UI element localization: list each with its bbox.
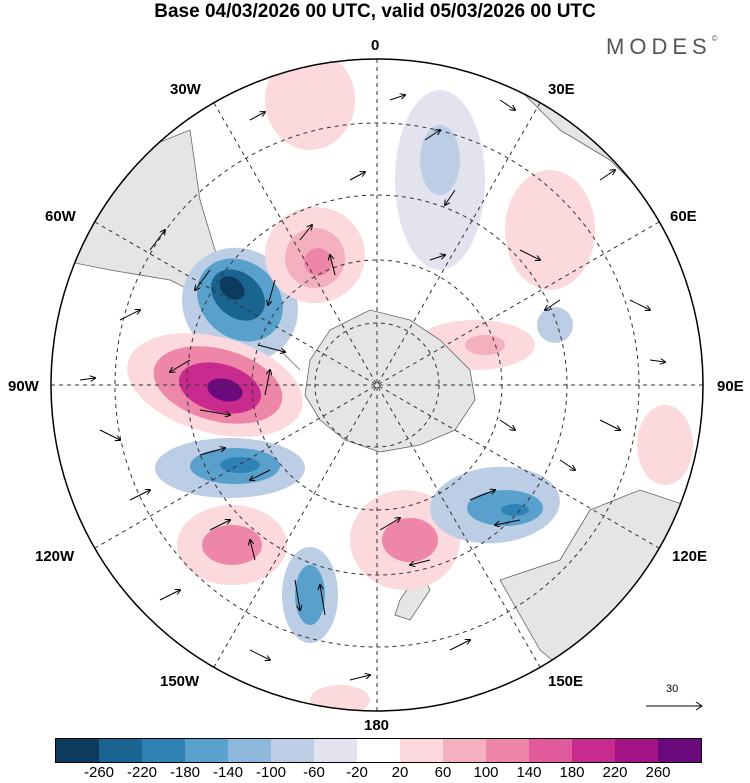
colorbar-swatch bbox=[314, 739, 357, 762]
colorbar-swatch bbox=[400, 739, 443, 762]
colorbar-tick-label: -220 bbox=[126, 764, 158, 781]
colorbar-swatch bbox=[357, 739, 400, 762]
brand-mark: © bbox=[711, 34, 718, 43]
colorbar-swatch bbox=[185, 739, 228, 762]
lon-label-180: 180 bbox=[364, 717, 390, 734]
lon-label-90e: 90E bbox=[717, 378, 744, 395]
colorbar-swatch bbox=[486, 739, 529, 762]
colorbar-tick-label: -140 bbox=[212, 764, 244, 781]
lon-label-30e: 30E bbox=[548, 81, 575, 98]
colorbar-swatch bbox=[228, 739, 271, 762]
reference-vector-label: 30 bbox=[666, 683, 679, 695]
colorbar-swatch bbox=[658, 739, 701, 762]
colorbar-tick-label: 180 bbox=[559, 764, 585, 781]
colorbar-swatch bbox=[615, 739, 658, 762]
colorbar-swatch bbox=[142, 739, 185, 762]
lon-label-120e: 120E bbox=[672, 548, 708, 565]
colorbar-tick-label: -180 bbox=[169, 764, 201, 781]
lon-label-0: 0 bbox=[371, 37, 380, 54]
map-disk bbox=[51, 59, 703, 711]
colorbar-swatch bbox=[271, 739, 314, 762]
colorbar-tick-label: 60 bbox=[434, 764, 452, 781]
reference-arrowhead bbox=[695, 701, 703, 711]
colorbar-tick-label: -100 bbox=[255, 764, 287, 781]
colorbar-swatch bbox=[56, 739, 99, 762]
colorbar-tick-label: -260 bbox=[83, 764, 115, 781]
lon-label-120w: 120W bbox=[35, 548, 75, 565]
wind-vectors bbox=[79, 95, 665, 681]
colorbar-ticks: -260 -220 -180 -140 -100 -60 -20 20 60 100 140 180 2… bbox=[0, 764, 750, 782]
lon-label-150e: 150E bbox=[548, 673, 584, 690]
colorbar-tick-label: -20 bbox=[346, 764, 368, 781]
lon-label-30w: 30W bbox=[170, 81, 201, 98]
brand-logo: MODES© bbox=[606, 34, 718, 60]
colorbar-tick-label: 140 bbox=[516, 764, 542, 781]
colorbar bbox=[55, 738, 702, 763]
colorbar-swatch bbox=[99, 739, 142, 762]
map-boundary bbox=[50, 58, 704, 712]
polar-map bbox=[50, 58, 704, 712]
lon-label-90w: 90W bbox=[8, 378, 39, 395]
antarctica-land bbox=[304, 309, 476, 453]
colorbar-tick-label: 20 bbox=[391, 764, 409, 781]
colorbar-swatch bbox=[529, 739, 572, 762]
reference-vector bbox=[646, 701, 703, 711]
colorbar-tick-label: 260 bbox=[645, 764, 671, 781]
colorbar-tick-label: -60 bbox=[303, 764, 325, 781]
colorbar-swatch bbox=[572, 739, 615, 762]
colorbar-tick-label: 100 bbox=[473, 764, 499, 781]
colorbar-swatch bbox=[443, 739, 486, 762]
map-title: Base 04/03/2026 00 UTC, valid 05/03/2026… bbox=[154, 1, 596, 22]
brand-text: MODES bbox=[606, 34, 712, 59]
lon-label-150w: 150W bbox=[160, 673, 200, 690]
lon-label-60e: 60E bbox=[670, 208, 697, 225]
colorbar-tick-label: 220 bbox=[602, 764, 628, 781]
lon-label-60w: 60W bbox=[45, 208, 76, 225]
